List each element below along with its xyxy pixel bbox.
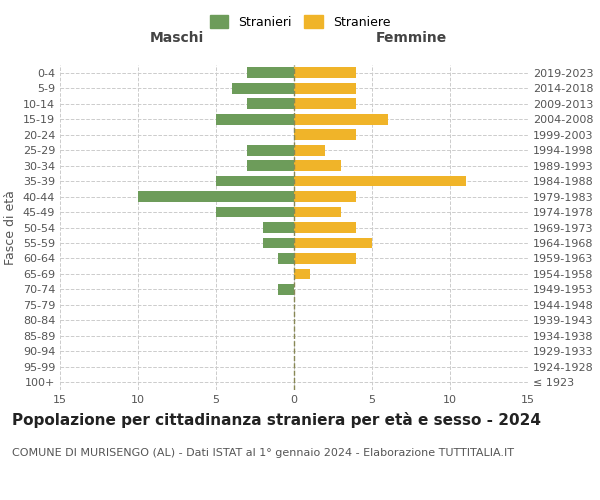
Bar bbox=[232, 83, 294, 94]
Bar bbox=[294, 83, 356, 94]
Text: Femmine: Femmine bbox=[376, 31, 446, 45]
Bar bbox=[294, 114, 388, 124]
Bar bbox=[216, 206, 294, 218]
Bar bbox=[216, 114, 294, 124]
Bar bbox=[278, 284, 294, 295]
Bar bbox=[294, 268, 310, 280]
Bar bbox=[294, 98, 356, 109]
Y-axis label: Fasce di età: Fasce di età bbox=[4, 190, 17, 265]
Bar bbox=[247, 98, 294, 109]
Bar bbox=[216, 176, 294, 186]
Bar bbox=[247, 160, 294, 171]
Text: COMUNE DI MURISENGO (AL) - Dati ISTAT al 1° gennaio 2024 - Elaborazione TUTTITAL: COMUNE DI MURISENGO (AL) - Dati ISTAT al… bbox=[12, 448, 514, 458]
Bar bbox=[294, 176, 466, 186]
Bar bbox=[294, 253, 356, 264]
Bar bbox=[294, 68, 356, 78]
Bar bbox=[263, 238, 294, 248]
Bar bbox=[294, 144, 325, 156]
Bar bbox=[294, 191, 356, 202]
Bar bbox=[294, 238, 372, 248]
Bar bbox=[294, 160, 341, 171]
Text: Popolazione per cittadinanza straniera per età e sesso - 2024: Popolazione per cittadinanza straniera p… bbox=[12, 412, 541, 428]
Bar bbox=[294, 206, 341, 218]
Bar bbox=[138, 191, 294, 202]
Bar bbox=[278, 253, 294, 264]
Bar bbox=[294, 129, 356, 140]
Bar bbox=[263, 222, 294, 233]
Legend: Stranieri, Straniere: Stranieri, Straniere bbox=[206, 11, 394, 32]
Bar bbox=[247, 68, 294, 78]
Bar bbox=[294, 222, 356, 233]
Bar bbox=[247, 144, 294, 156]
Text: Maschi: Maschi bbox=[150, 31, 204, 45]
